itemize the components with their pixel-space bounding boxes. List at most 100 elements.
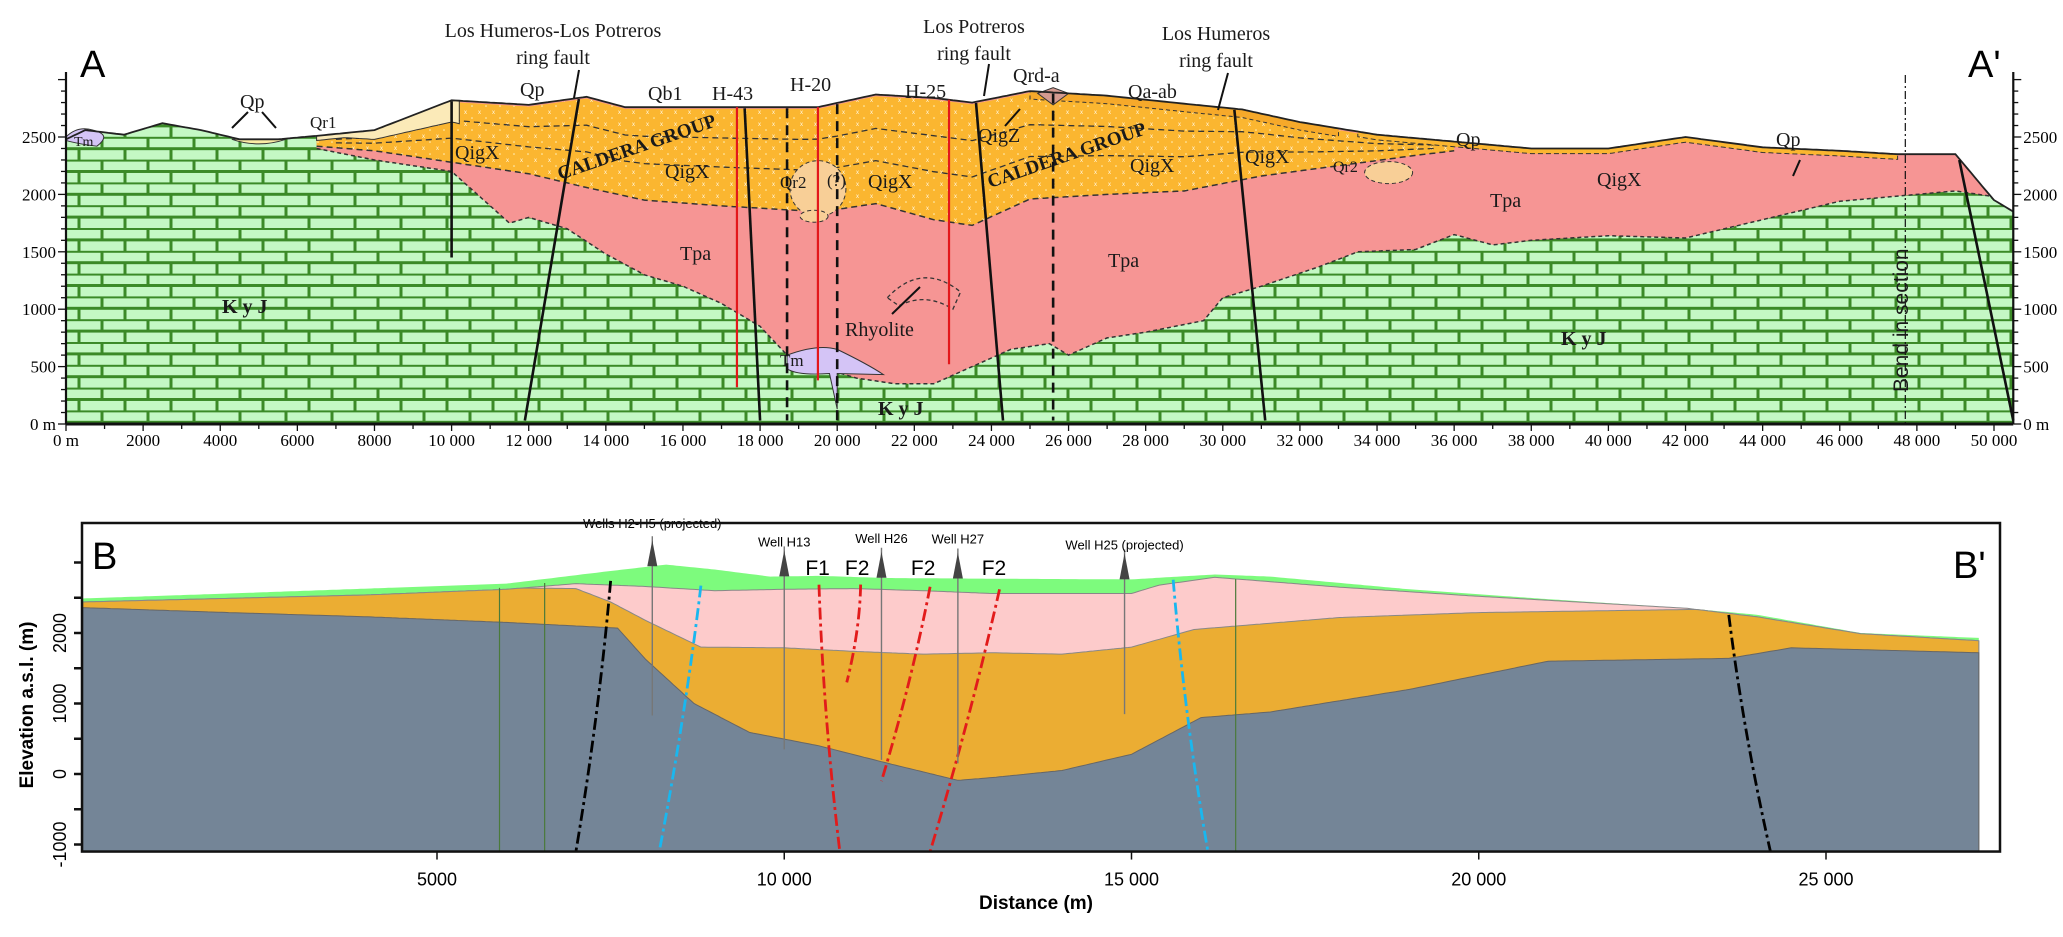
y-tick-label-right: 2000 [2023,185,2057,204]
annotation-qigx-2: QigX [665,161,710,183]
fault-b-2 [657,585,703,852]
fault-label-4: F2 [982,557,1007,580]
contact-tpa-base [316,147,1995,385]
unit-qr2-small [799,209,829,223]
x-tick-label: 50 000 [1971,431,2018,450]
y-tick-label-left: 2000 [22,185,56,204]
y-tick-label-left: 0 m [30,415,56,434]
x-tick-label: 36 000 [1431,431,1478,450]
fault-label-1: F1 [805,557,830,580]
panel-b-cross-section: F1 F2 F2 F2 Wells H2-H5 (projected)Well H13… [17,516,2002,914]
panel-b-geologic-units [82,564,1980,852]
annotation-tm-1: Tm [74,135,94,150]
fault-3 [743,108,762,421]
arrow-lh-ring-fault [1217,72,1229,111]
x-tick-label: 25 000 [1798,870,1853,890]
fault-8 [1233,109,1267,421]
well-label: Well H27 [932,531,985,546]
caldera-internal-horizon-2 [335,137,1435,178]
panel-a-annotation-arrows [231,63,1801,315]
annotation-qr1: Qr1 [310,113,336,132]
contact-caldera-base [316,145,1455,227]
x-tick-label: 40 000 [1585,431,1632,450]
well-marker-icon [779,550,790,577]
fault-b-5 [880,586,932,782]
x-tick-label: 24 000 [968,431,1015,450]
annotation-tpa-3: Tpa [1490,190,1521,212]
panel-b-faults: F1 F2 F2 F2 [574,557,1772,852]
annotation-qigx-1: QigX [455,142,500,164]
annotation-tpa-1: Tpa [680,243,711,265]
annotation-kyj-1: K y J [222,296,268,318]
annotation-qrd-a: Qrd-a [1013,65,1060,87]
fault-b-3 [817,584,842,852]
x-tick-label: 44 000 [1739,431,1786,450]
x-tick-label: 20 000 [814,431,861,450]
annotation-qp-1: Qp [240,91,264,113]
well-label: Well H25 (projected) [1065,537,1183,552]
caldera-internal-horizon-1 [335,119,1435,146]
panel-a-faults [450,75,2015,424]
x-tick-label: 18 000 [737,431,784,450]
unit-caldera-group-qigx [316,92,1455,226]
annotation-h25: H-25 [905,81,946,103]
x-tick-label: 12 000 [505,431,552,450]
arrow-qp-right [261,111,277,129]
y-tick-label-right: 1500 [2023,243,2057,262]
y-tick-label: -1000 [50,821,70,867]
x-tick-label: 4000 [203,431,237,450]
annotation-qa-ab: Qa-ab [1128,81,1177,103]
unit-tm-left [65,128,105,147]
annotation-lp-ring-fault-2: ring fault [937,43,1011,65]
panel-b-left-label: B [92,536,117,578]
unit-qa-ab [1029,90,1339,137]
y-tick-label: 0 [50,769,70,779]
panel-a-annotations: Los Humeros-Los Potreros ring fault Los … [74,16,1913,420]
annotation-bend-in-section: Bend in section [1890,248,1913,392]
y-tick-label-right: 1000 [2023,300,2057,319]
fault-b-1 [574,580,613,852]
x-tick-label: 30 000 [1199,431,1246,450]
fault-1 [523,98,581,421]
fault-6 [974,102,1005,421]
x-tick-label: 14 000 [582,431,629,450]
fault-b-4 [845,584,863,683]
annotation-qb1: Qb1 [648,83,682,105]
well-marker-icon [647,540,658,567]
annotation-qr2-2: Qr2 [1333,159,1358,176]
x-tick-label: 26 000 [1045,431,1092,450]
annotation-tpa-2: Tpa [1108,250,1139,272]
panel-b-frame [80,521,2002,853]
y-tick-label: 2000 [50,613,70,653]
y-tick-label-left: 2500 [22,128,56,147]
annotation-tm-2: Tm [780,351,804,370]
x-tick-label: 15 000 [1104,870,1159,890]
x-tick-label: 16 000 [660,431,707,450]
panel-b-y-axis-label: Elevation a.s.l. (m) [17,622,38,789]
annotation-question-1: (?) [827,171,846,190]
well-label: Well H13 [758,534,811,549]
unit-basement [82,607,1980,852]
fault-label-3: F2 [911,557,936,580]
unit-qp-strip-right [1357,130,1899,160]
annotation-kyj-3: K y J [1561,328,1607,350]
y-tick-label-left: 500 [31,358,57,377]
panel-a-geologic-units [65,87,2014,424]
annotation-rhyolite: Rhyolite [845,319,914,341]
x-tick-label: 38 000 [1508,431,1555,450]
arrow-lp-ring-fault [983,63,990,97]
annotation-qigx-6: QigX [1597,169,1642,191]
fault-b-7 [1171,579,1210,852]
panel-b-axes: -1000 0 1000 2000 5000 10 000 15 000 20 000 25 0… [50,521,2002,890]
fault-9 [1958,159,2015,421]
y-tick-label-left: 1500 [22,243,56,262]
x-tick-label: 42 000 [1662,431,1709,450]
annotation-lhlp-ring-fault-1: Los Humeros-Los Potreros [445,20,662,42]
panel-b-right-label: B' [1953,545,1986,587]
annotation-qp-3: Qp [1456,129,1480,151]
panel-a-left-label: A [80,44,106,86]
annotation-kyj-2: K y J [878,398,924,420]
x-tick-label: 10 000 [428,431,475,450]
